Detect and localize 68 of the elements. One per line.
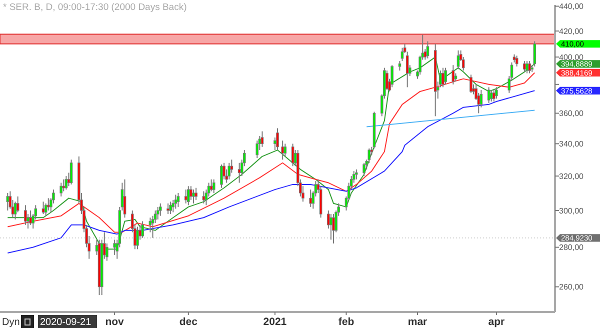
candlestick [176, 192, 180, 208]
candlestick [470, 74, 472, 94]
candlestick [228, 162, 231, 180]
candlestick [452, 64, 455, 85]
candlestick [123, 178, 126, 218]
candlestick [156, 206, 160, 220]
candlestick [136, 226, 139, 250]
text: Dyn [2, 317, 20, 328]
line-series [7, 90, 536, 254]
x-tick-label: 2021 [263, 316, 287, 328]
y-tick-label: 400,00 [559, 52, 584, 62]
candlestick [398, 60, 402, 72]
x-tick-label: feb [338, 316, 354, 328]
candlestick [166, 202, 170, 215]
candlestick [456, 50, 460, 70]
candlestick [238, 162, 241, 184]
candlestick [29, 210, 32, 226]
y-tick-label: 360,00 [559, 109, 584, 118]
y-tick-label: 300,00 [559, 206, 584, 216]
candlestick [487, 86, 490, 104]
candlestick [158, 202, 162, 216]
candlestick [523, 60, 526, 72]
candlestick [169, 201, 172, 215]
candlestick [260, 130, 264, 148]
candlestick [426, 40, 430, 59]
candlestick [141, 220, 144, 238]
candlestick [184, 189, 188, 204]
candlestick [281, 140, 284, 160]
candlestick [220, 164, 223, 188]
candlestick [256, 140, 259, 159]
x-tick-label: apr [488, 316, 505, 328]
candlestick [174, 194, 178, 210]
y-tick-label: 420,00 [559, 26, 584, 36]
candlestick [526, 60, 528, 74]
candlestick [70, 159, 73, 185]
candlestick [24, 204, 27, 226]
candlestick [442, 67, 444, 88]
y-tick-label: 260,00 [559, 282, 584, 292]
candlestick [6, 192, 10, 211]
candlestick [60, 182, 62, 197]
x-tick-label: nov [105, 316, 124, 328]
y-tick-label: 320,00 [559, 172, 584, 181]
candlestick [362, 162, 366, 177]
x-tick-label: mar [408, 316, 428, 328]
candlestick [444, 67, 447, 85]
candlestick [284, 143, 287, 157]
candlestick [113, 239, 116, 256]
chart-title: * SER. B, D, 09:00-17:30 (2000 Days Back) [3, 2, 187, 13]
candlestick [212, 178, 216, 194]
y-tick-label: 280,00 [559, 243, 584, 252]
candlestick [495, 86, 498, 100]
candlestick [186, 186, 190, 206]
candlestick [390, 64, 394, 88]
candlestick [528, 60, 531, 74]
candlestick [64, 176, 68, 190]
line-series [7, 72, 536, 233]
candlestick [276, 128, 279, 151]
x-tick-label: dec [179, 316, 198, 328]
text: 2020-09-21 [40, 317, 92, 328]
y-tick-label: 340,00 [559, 140, 584, 149]
candlestick [202, 190, 206, 204]
candlestick [492, 90, 496, 102]
y-tick-label: 440,00 [559, 2, 584, 12]
candlestick [490, 90, 493, 102]
candlestick [355, 168, 358, 180]
candlestick [515, 55, 518, 67]
candlestick [194, 187, 198, 200]
candlestick [192, 189, 195, 204]
